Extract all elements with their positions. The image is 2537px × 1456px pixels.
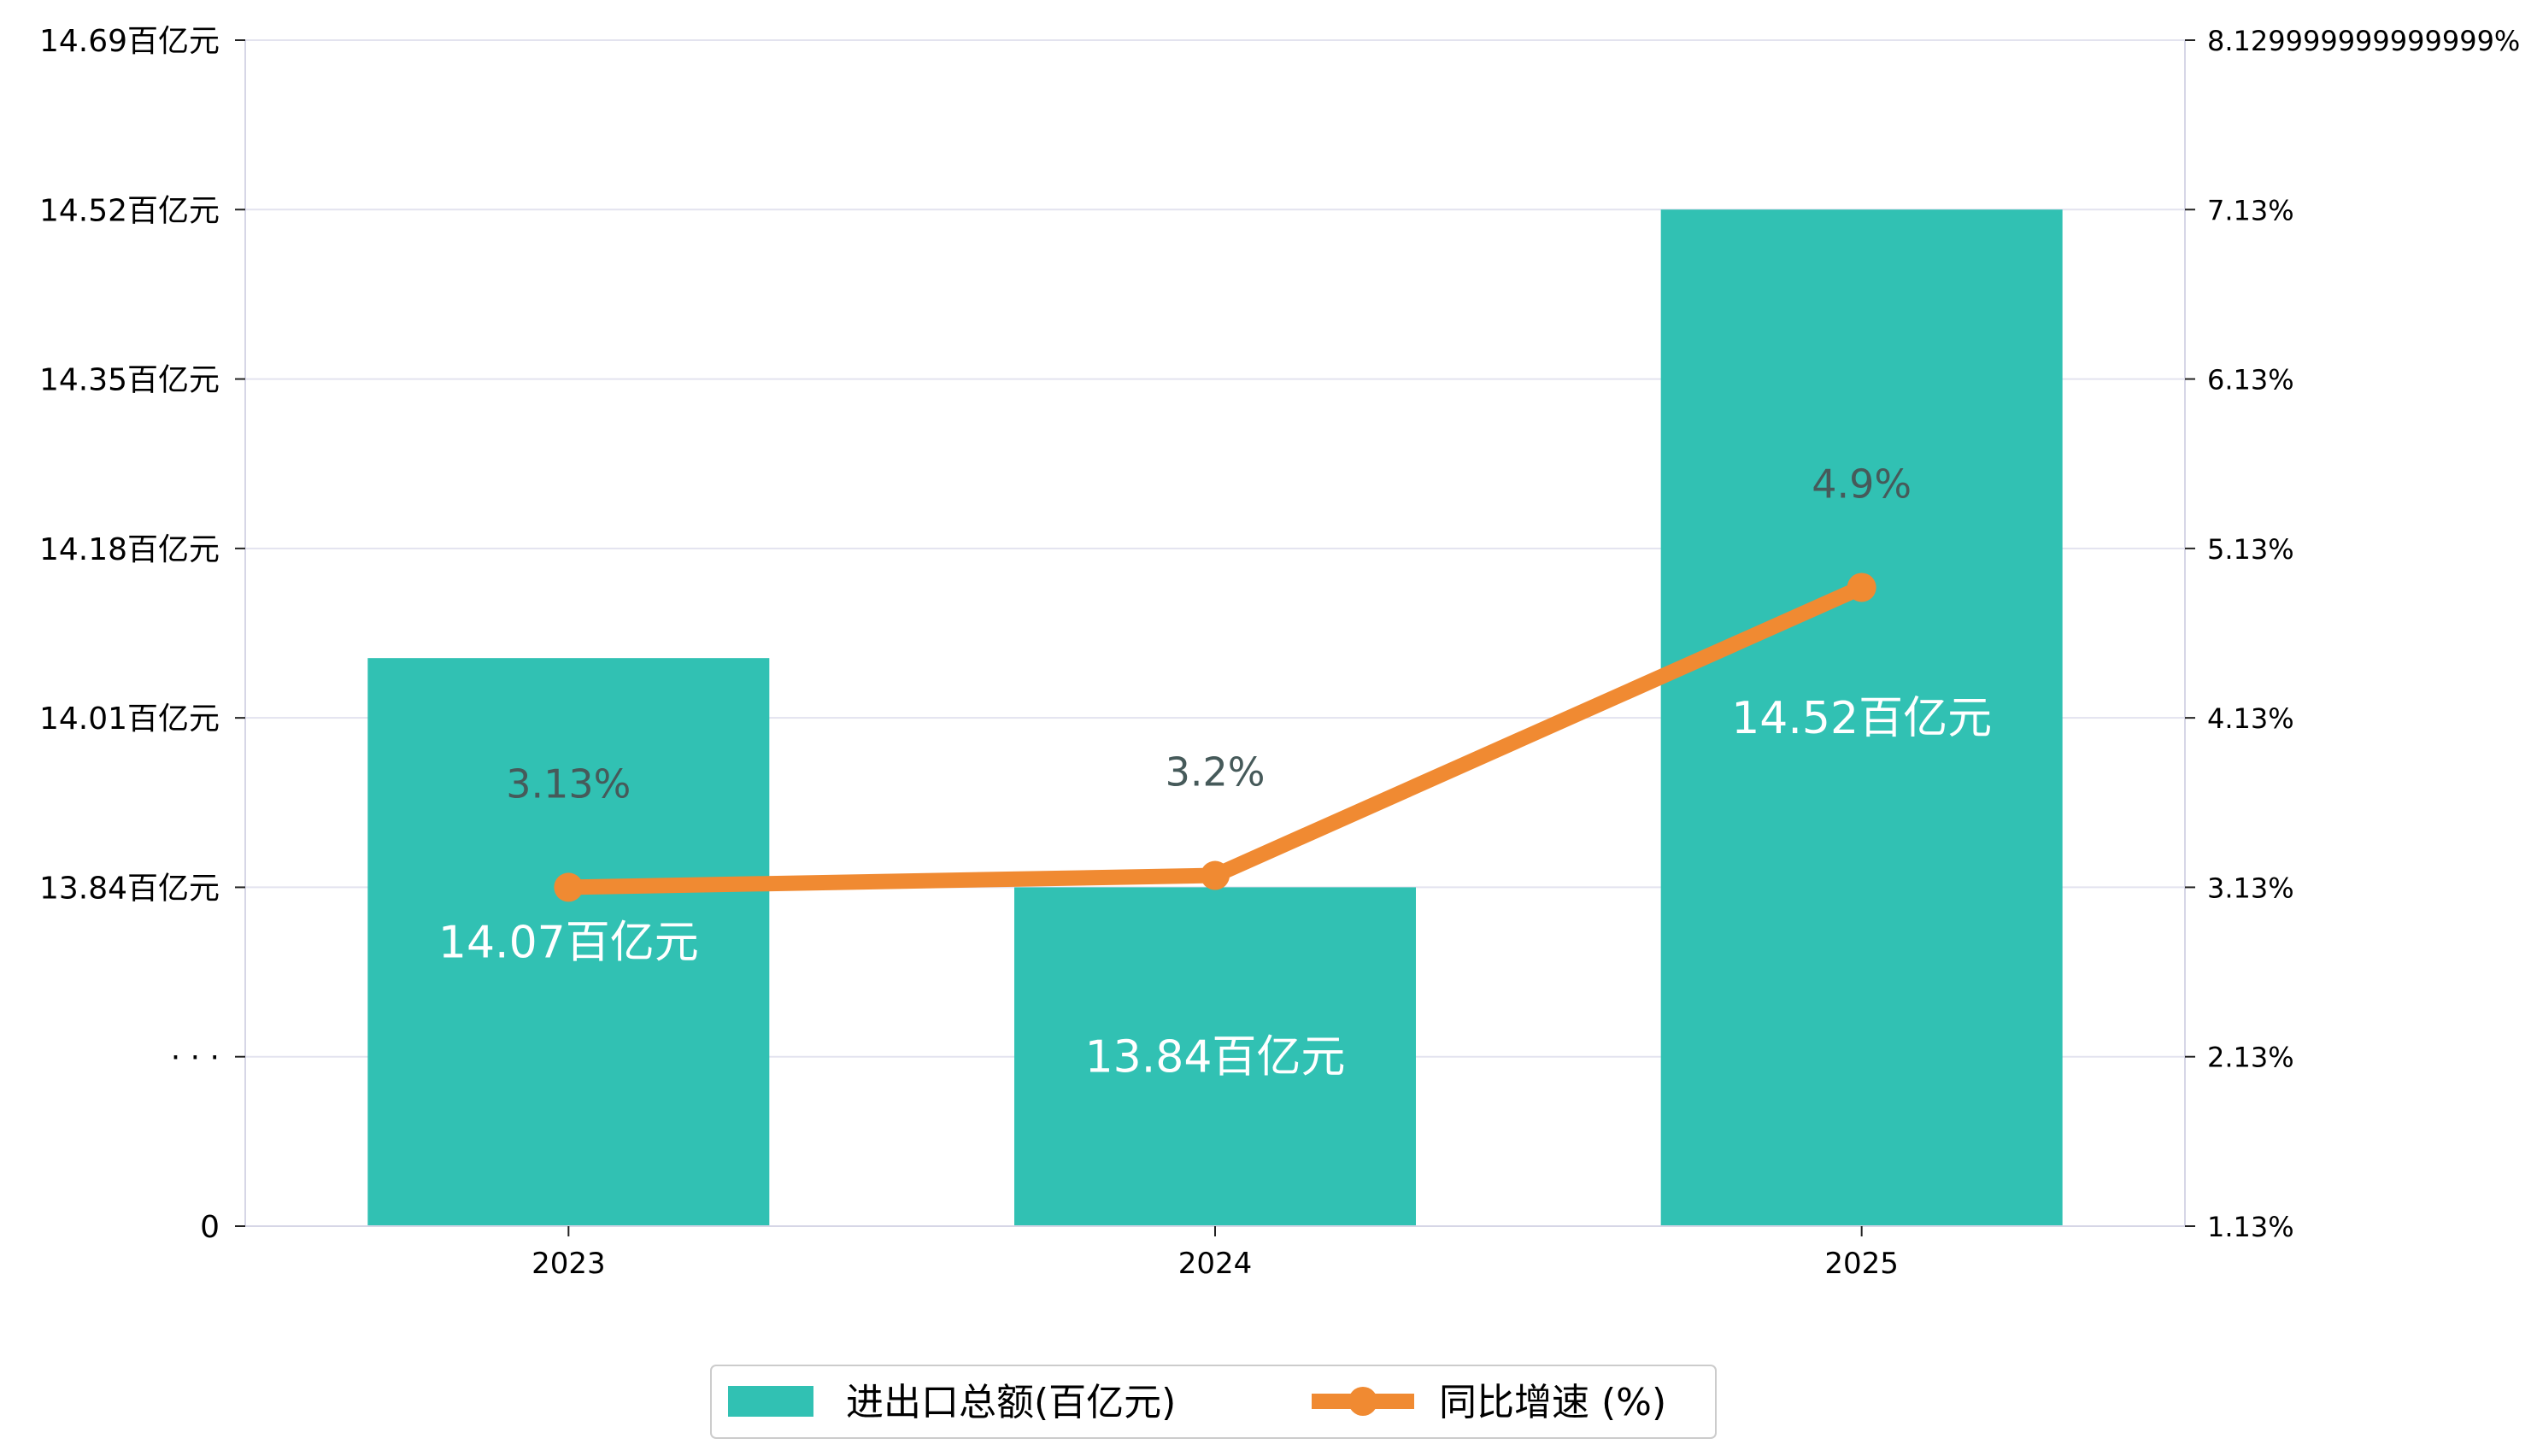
bar-value-label: 13.84百亿元 (1085, 1032, 1346, 1083)
left-tick-label: 14.01百亿元 (39, 702, 220, 737)
left-tick-label: · · · (171, 1041, 220, 1076)
bar (1660, 209, 2063, 1226)
right-tick-label: 7.13% (2207, 194, 2294, 226)
right-tick-label: 6.13% (2207, 364, 2294, 396)
bar-series (367, 209, 2063, 1226)
legend-bar-swatch (728, 1386, 813, 1417)
x-tick-label: 2023 (531, 1247, 606, 1281)
bar-value-label: 14.52百亿元 (1731, 693, 1992, 744)
right-tick-label: 4.13% (2207, 702, 2294, 735)
right-tick-label: 3.13% (2207, 872, 2294, 904)
right-tick-label: 2.13% (2207, 1042, 2294, 1074)
growth-value-label: 3.2% (1166, 749, 1266, 796)
right-axis-ticks: 1.13% 2.13% 3.13% 4.13% 5.13% 6.13% 7.13% 8.129… (2185, 25, 2520, 1243)
x-tick-label: 2024 (1178, 1247, 1253, 1281)
left-tick-label: 14.18百亿元 (39, 532, 220, 567)
legend: 进出口总额(百亿元) 同比增速 (%) (710, 1365, 1717, 1439)
bar (367, 658, 770, 1226)
right-tick-label: 1.13% (2207, 1211, 2294, 1243)
data-labels: 14.07百亿元 13.84百亿元 14.52百亿元 3.13% 3.2% 4.9% (438, 461, 1992, 1083)
right-tick-label: 8.129999999999999% (2207, 25, 2520, 57)
legend-line-label: 同比增速 (%) (1439, 1381, 1666, 1424)
bar-value-label: 14.07百亿元 (438, 918, 699, 969)
left-tick-label: 14.52百亿元 (39, 193, 220, 228)
bar (1014, 887, 1416, 1226)
growth-point (554, 872, 584, 902)
growth-value-label: 4.9% (1812, 461, 1912, 507)
left-tick-label: 14.69百亿元 (39, 24, 220, 59)
left-tick-label: 14.35百亿元 (39, 363, 220, 398)
left-axis-ticks: 0 · · · 13.84百亿元 14.01百亿元 14.18百亿元 14.35百亿元 14… (39, 24, 245, 1245)
left-tick-label: 13.84百亿元 (39, 871, 220, 906)
legend-bar-label: 进出口总额(百亿元) (846, 1381, 1176, 1424)
right-tick-label: 5.13% (2207, 533, 2294, 566)
growth-point (1847, 572, 1876, 602)
x-axis-ticks: 2023 2024 2025 (531, 1226, 1899, 1281)
x-tick-label: 2025 (1824, 1247, 1899, 1281)
growth-value-label: 3.13% (506, 760, 631, 807)
legend-frame (710, 1365, 1717, 1439)
left-tick-label: 0 (200, 1210, 220, 1245)
growth-point (1201, 860, 1230, 890)
line-series (554, 572, 1876, 902)
legend-line-marker (1348, 1387, 1377, 1416)
